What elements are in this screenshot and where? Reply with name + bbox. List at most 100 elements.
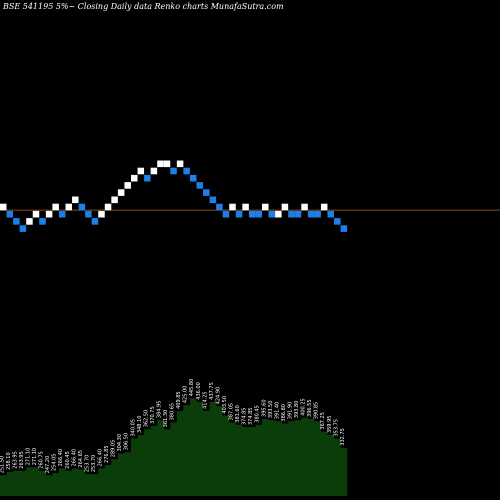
volume-label: 445.80 [189,379,195,397]
renko-brick [176,160,184,168]
renko-brick [262,203,269,211]
renko-brick [242,203,249,211]
renko-brick [235,210,243,218]
renko-brick [170,167,177,175]
volume-label: 390.85 [314,402,320,420]
volume-label: 384.95 [156,401,162,419]
renko-brick [203,189,210,196]
volume-label: 362.50 [143,410,149,428]
volume-label: 306.50 [124,433,130,451]
volume-label: 437.75 [209,382,215,400]
volume-label: 254.05 [52,454,58,472]
chart-title: BSE 541195 5%~ Closing Daily data Renko … [3,2,284,11]
renko-brick [6,210,14,218]
volume-label: 260.45 [65,451,71,469]
renko-brick [301,203,308,211]
volume-label: 253.70 [84,455,90,473]
renko-brick [216,203,223,211]
renko-brick [222,210,230,218]
volume-label: 380.65 [170,403,176,421]
volume-label: 247.20 [45,456,51,474]
volume-label: 276.85 [104,445,110,463]
renko-brick [104,203,112,211]
renko-brick [150,167,158,175]
volume-label: 271.10 [25,448,31,466]
renko-brick [327,210,334,218]
renko-brick [98,210,105,218]
volume-label: 304.30 [117,434,123,452]
volume-label: 353.75 [333,419,339,437]
volume-label: 263.95 [12,451,18,469]
volume-label: 266.40 [58,449,64,467]
renko-brick [58,210,66,218]
volume-area-path [0,398,348,496]
volume-label: 395.60 [261,399,267,417]
volume-area [0,398,348,496]
renko-brick [189,174,197,182]
volume-label: 359.95 [327,416,333,434]
volume-label: 374.85 [242,408,248,426]
volume-label: 393.80 [294,401,300,419]
renko-brick [229,203,236,211]
renko-brick [124,182,131,189]
renko-brick [72,196,79,204]
volume-label: 361.30 [163,410,169,428]
volume-label: 367.25 [320,412,326,430]
volume-label: 332.75 [340,428,346,446]
volume-label: 396.55 [307,399,313,417]
volume-label: 266.40 [98,449,104,467]
renko-brick [0,203,7,211]
volume-label: 391.90 [287,402,293,420]
renko-brick [65,203,72,211]
renko-brick [307,210,315,218]
volume-label: 253.70 [91,455,97,473]
renko-brick [314,210,321,218]
renko-brick [196,182,203,189]
volume-label: 266.40 [71,449,77,467]
renko-brick [19,225,27,232]
renko-brick [45,210,53,218]
volume-label: 403.50 [222,396,228,414]
volume-label: 386.80 [281,404,287,422]
volume-label: 263.95 [19,451,25,469]
renko-brick [85,210,92,218]
volume-label: 264.65 [78,450,84,468]
renko-brick [163,160,171,168]
volume-label: 391.40 [274,402,280,420]
renko-brick [294,210,302,218]
volume-label: 380.45 [255,405,261,423]
volume-label: 414.25 [202,391,208,409]
renko-brick [209,196,217,204]
volume-label: 393.50 [268,401,274,419]
renko-brick [39,218,46,225]
volume-label: 289.05 [111,440,117,458]
renko-bricks [0,160,348,232]
volume-label: 258.10 [6,452,12,470]
volume-label: 271.10 [32,448,38,466]
volume-label: 436.00 [196,382,202,400]
volume-label: 387.05 [229,403,235,421]
renko-brick [78,203,86,211]
renko-brick [281,203,289,211]
volume-label: 370.75 [150,406,156,424]
volume-label: 251.50 [0,456,5,474]
renko-brick [320,203,328,211]
renko-brick [26,218,33,225]
volume-label: 374.85 [248,408,254,426]
renko-brick [131,174,138,182]
renko-brick [340,225,348,232]
renko-brick [137,167,145,175]
renko-brick [144,174,151,182]
volume-label: 400.25 [301,398,307,416]
renko-brick [248,210,256,218]
volume-label: 348.10 [137,416,143,434]
renko-brick [117,189,125,196]
volume-label: 425.00 [183,386,189,404]
renko-brick [288,210,295,218]
renko-brick [255,210,262,218]
renko-brick [91,218,99,225]
renko-brick [52,203,59,211]
volume-label: 340.05 [130,419,136,437]
renko-brick [32,210,40,218]
